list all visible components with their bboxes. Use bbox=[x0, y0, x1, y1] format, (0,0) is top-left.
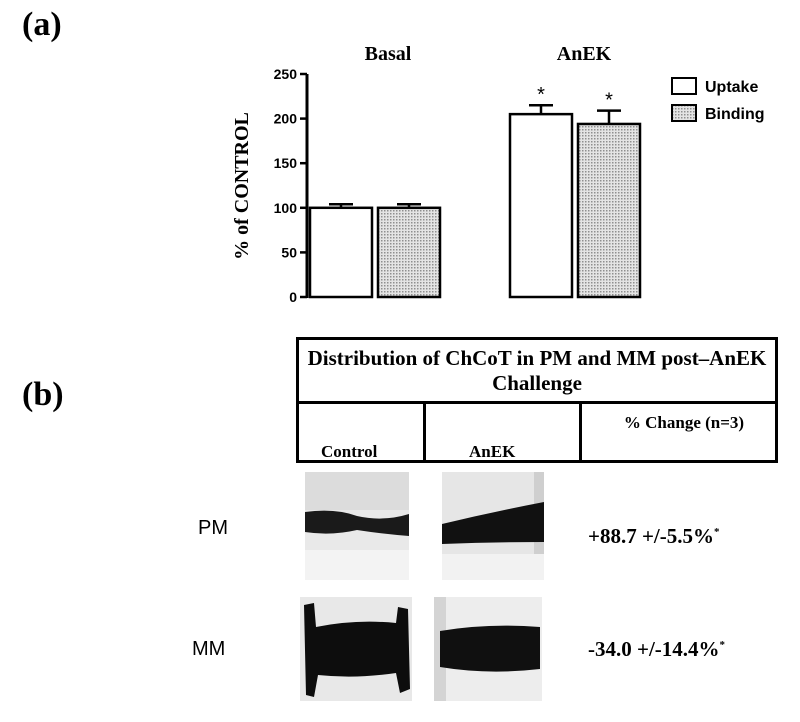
group-label: AnEK bbox=[557, 43, 612, 65]
row-value-mm-text: -34.0 +/-14.4% bbox=[588, 637, 720, 661]
significance-mark: * bbox=[714, 526, 720, 538]
y-tick-label: 50 bbox=[281, 244, 297, 260]
bar-binding bbox=[376, 206, 442, 299]
row-value-pm-text: +88.7 +/-5.5% bbox=[588, 524, 715, 548]
blot-table: Distribution of ChCoT in PM and MM post–… bbox=[296, 337, 778, 463]
panel-b-label: (b) bbox=[22, 376, 64, 413]
y-tick-label: 100 bbox=[274, 200, 298, 216]
row-value-pm: +88.7 +/-5.5%* bbox=[588, 524, 720, 549]
y-tick-label: 200 bbox=[274, 111, 298, 127]
bar-binding bbox=[576, 122, 642, 299]
bar-uptake bbox=[508, 112, 574, 299]
significance-mark: * bbox=[719, 639, 726, 651]
column-divider bbox=[423, 404, 426, 463]
row-value-mm: -34.0 +/-14.4%* bbox=[588, 637, 725, 662]
row-label-pm: PM bbox=[198, 517, 228, 539]
legend-swatch-binding bbox=[671, 104, 697, 122]
legend-label-uptake: Uptake bbox=[705, 79, 758, 96]
legend-label-binding: Binding bbox=[705, 106, 765, 123]
panel-a-label: (a) bbox=[22, 6, 62, 43]
significance-star: * bbox=[605, 90, 613, 112]
y-tick-label: 250 bbox=[274, 66, 298, 82]
y-tick-label: 0 bbox=[289, 289, 297, 305]
row-label-mm: MM bbox=[192, 638, 226, 660]
bar-uptake bbox=[308, 206, 374, 299]
blot-pm-anek bbox=[442, 472, 544, 580]
blot-pm-control bbox=[305, 472, 409, 580]
legend-swatch-uptake bbox=[671, 77, 697, 95]
column-header-anek: AnEK bbox=[469, 442, 516, 461]
significance-star: * bbox=[537, 84, 545, 106]
y-axis-label: % of CONTROL bbox=[231, 112, 253, 260]
column-header-control: Control bbox=[321, 442, 378, 461]
blot-table-title: Distribution of ChCoT in PM and MM post–… bbox=[299, 340, 775, 404]
column-divider bbox=[579, 404, 582, 463]
group-label: Basal bbox=[365, 43, 412, 65]
blot-mm-control bbox=[300, 597, 412, 701]
bar-chart: 0 50 100 150 200 250 % of CONTROL Basal AnEK * * Up… bbox=[231, 43, 765, 305]
blot-mm-anek bbox=[434, 597, 542, 701]
y-tick-label: 150 bbox=[274, 155, 298, 171]
column-header-percent-change: % Change (n=3) bbox=[623, 413, 745, 432]
